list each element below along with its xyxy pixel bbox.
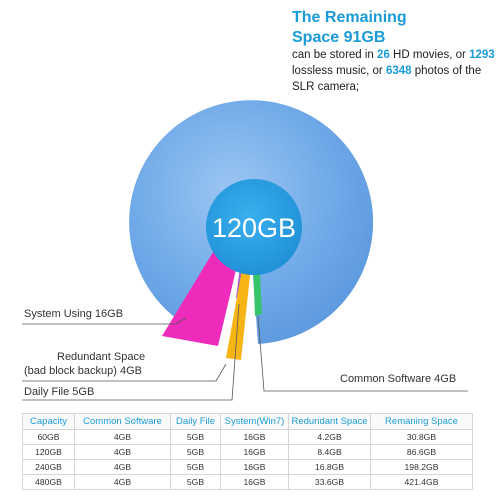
capacity-label: 120GB: [212, 213, 296, 243]
photos-count: 6348: [385, 65, 412, 77]
common-software-label: Common Software 4GB: [340, 373, 457, 385]
desc-text-2: HD movies, or: [389, 49, 470, 61]
system-leader-line: [22, 317, 187, 325]
table-cell: 198.2GB: [370, 459, 473, 475]
header-daily-file: Daily File: [170, 413, 221, 430]
table-cell: 5GB: [170, 459, 221, 475]
table-row: 480GB 4GB 5GB 16GB 33.6GB 421.4GB: [22, 474, 473, 490]
desc-text-1: can be stored in: [292, 49, 378, 61]
table-cell: 480GB: [22, 474, 75, 490]
table-cell: 5GB: [170, 429, 221, 445]
header-remaining-space: Remaning Space: [370, 413, 473, 430]
table-row: 60GB 4GB 5GB 16GB 4.2GB 30.8GB: [22, 429, 473, 445]
daily-file-label: Daily File 5GB: [24, 386, 95, 398]
movies-count: 26: [377, 49, 390, 61]
table-cell: 60GB: [22, 429, 75, 445]
headline-line-1: The Remaining: [292, 9, 407, 26]
common-leader-line: [257, 315, 468, 392]
table-cell: 16.8GB: [288, 459, 371, 475]
header-system: System(Win7): [220, 413, 289, 430]
desc-text-3: lossless music, or: [292, 65, 386, 77]
capacity-circle: [206, 179, 302, 275]
table-cell: 16GB: [220, 474, 289, 490]
table-cell: 30.8GB: [370, 429, 473, 445]
redundant-label-line-2: (bad block backup) 4GB: [24, 365, 143, 377]
table-cell: 16GB: [220, 459, 289, 475]
table-cell: 16GB: [220, 444, 289, 460]
header-capacity: Capacity: [22, 413, 75, 430]
table-cell: 4GB: [74, 444, 171, 460]
redundant-leader-line: [22, 363, 227, 382]
table-cell: 33.6GB: [288, 474, 371, 490]
desc-text-4: photos of the SLR camera;: [292, 65, 482, 93]
table-cell: 240GB: [22, 459, 75, 475]
headline-line-2: Space 91GB: [292, 29, 386, 46]
table-row: 240GB 4GB 5GB 16GB 16.8GB 198.2GB: [22, 459, 473, 475]
remaining-space-headline: The Remaining Space 91GB: [292, 8, 492, 48]
table-row: 120GB 4GB 5GB 16GB 8.4GB 86.6GB: [22, 444, 473, 460]
capacity-table: Capacity Common Software Daily File Syst…: [22, 413, 473, 490]
system-label: System Using 16GB: [24, 308, 124, 320]
header-redundant-space: Redundant Space: [288, 413, 371, 430]
table-cell: 5GB: [170, 444, 221, 460]
table-cell: 421.4GB: [370, 474, 473, 490]
daily-leader-line: [22, 303, 240, 401]
table-cell: 4GB: [74, 474, 171, 490]
table-cell: 4GB: [74, 459, 171, 475]
table-cell: 120GB: [22, 444, 75, 460]
redundant-label-line-1: Redundant Space: [57, 351, 146, 363]
table-cell: 4.2GB: [288, 429, 371, 445]
table-cell: 16GB: [220, 429, 289, 445]
music-count: 1293: [469, 49, 495, 61]
table-cell: 8.4GB: [288, 444, 371, 460]
table-cell: 4GB: [74, 429, 171, 445]
table-header-row: Capacity Common Software Daily File Syst…: [22, 413, 473, 430]
table-cell: 5GB: [170, 474, 221, 490]
remaining-space-description: can be stored in 26 HD movies, or 1293 l…: [292, 47, 498, 95]
table-cell: 86.6GB: [370, 444, 473, 460]
header-common-software: Common Software: [74, 413, 171, 430]
